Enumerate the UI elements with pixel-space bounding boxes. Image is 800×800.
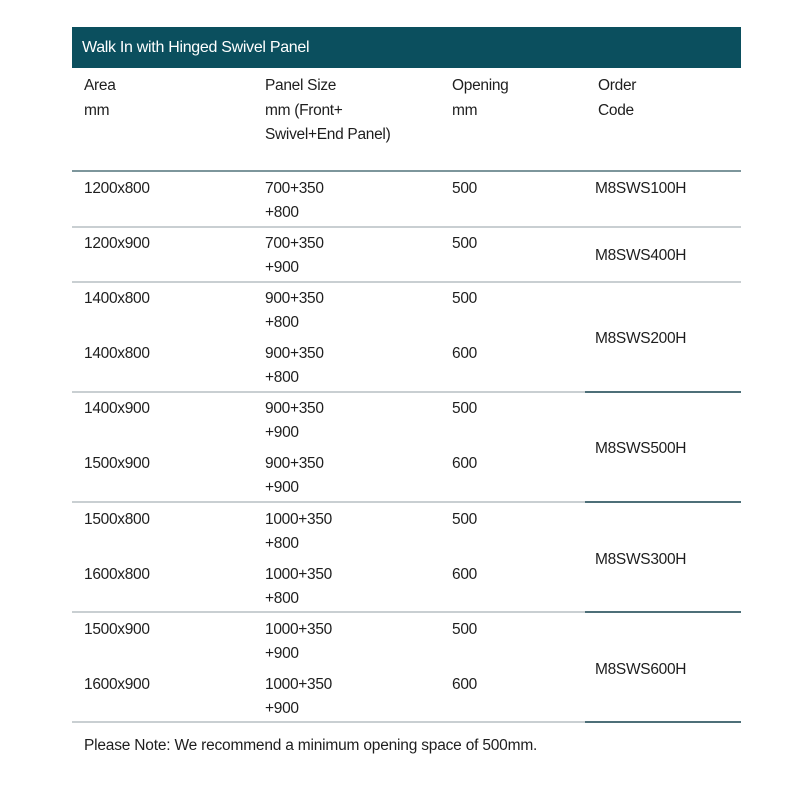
cell-panel-cont: +900 xyxy=(265,259,299,276)
row-divider xyxy=(72,501,585,503)
cell-opening: 600 xyxy=(452,345,477,362)
cell-panel-cont: +800 xyxy=(265,314,299,331)
cell-panel: 1000+350 xyxy=(265,511,332,528)
row-divider xyxy=(72,226,741,228)
row-divider xyxy=(72,391,585,393)
cell-opening: 600 xyxy=(452,566,477,583)
cell-area: 1200x800 xyxy=(84,180,150,197)
cell-area: 1400x800 xyxy=(84,345,150,362)
cell-opening: 500 xyxy=(452,235,477,252)
header-area-unit: mm xyxy=(84,102,110,119)
cell-panel: 900+350 xyxy=(265,290,324,307)
cell-panel-cont: +800 xyxy=(265,590,299,607)
header-opening: Opening xyxy=(452,77,509,94)
cell-order-code: M8SWS100H xyxy=(595,180,687,197)
cell-panel: 1000+350 xyxy=(265,676,332,693)
cell-area: 1500x800 xyxy=(84,511,150,528)
row-divider xyxy=(72,611,585,613)
cell-panel: 700+350 xyxy=(265,180,324,197)
cell-opening: 500 xyxy=(452,180,477,197)
group-divider xyxy=(585,721,741,723)
cell-opening: 500 xyxy=(452,290,477,307)
cell-area: 1200x900 xyxy=(84,235,150,252)
header-opening-unit: mm xyxy=(452,102,478,119)
footnote: Please Note: We recommend a minimum open… xyxy=(84,737,538,754)
cell-area: 1500x900 xyxy=(84,621,150,638)
group-divider xyxy=(585,611,741,613)
group-divider xyxy=(585,391,741,393)
row-divider xyxy=(72,721,585,723)
cell-panel-cont: +800 xyxy=(265,369,299,386)
cell-opening: 600 xyxy=(452,455,477,472)
header-area: Area xyxy=(84,77,116,94)
cell-panel: 1000+350 xyxy=(265,621,332,638)
cell-panel-cont: +900 xyxy=(265,479,299,496)
cell-panel-cont: +900 xyxy=(265,645,299,662)
cell-area: 1400x800 xyxy=(84,290,150,307)
cell-panel-cont: +900 xyxy=(265,424,299,441)
cell-area: 1400x900 xyxy=(84,400,150,417)
cell-panel: 900+350 xyxy=(265,455,324,472)
table-title: Walk In with Hinged Swivel Panel xyxy=(72,27,741,68)
cell-panel: 900+350 xyxy=(265,400,324,417)
cell-opening: 500 xyxy=(452,621,477,638)
header-code: Order xyxy=(598,77,637,94)
cell-panel-cont: +800 xyxy=(265,204,299,221)
cell-panel-cont: +900 xyxy=(265,700,299,717)
cell-order-code: M8SWS500H xyxy=(595,440,687,457)
cell-area: 1500x900 xyxy=(84,455,150,472)
cell-area: 1600x800 xyxy=(84,566,150,583)
cell-area: 1600x900 xyxy=(84,676,150,693)
cell-order-code: M8SWS600H xyxy=(595,661,687,678)
cell-panel: 1000+350 xyxy=(265,566,332,583)
group-divider xyxy=(585,501,741,503)
cell-opening: 600 xyxy=(452,676,477,693)
cell-opening: 500 xyxy=(452,511,477,528)
header-divider xyxy=(72,170,741,172)
cell-opening: 500 xyxy=(452,400,477,417)
cell-panel-cont: +800 xyxy=(265,535,299,552)
cell-order-code: M8SWS300H xyxy=(595,551,687,568)
row-divider xyxy=(72,281,741,283)
cell-panel: 700+350 xyxy=(265,235,324,252)
header-panel-detail: Swivel+End Panel) xyxy=(265,126,391,143)
header-code-2: Code xyxy=(598,102,634,119)
cell-order-code: M8SWS400H xyxy=(595,247,687,264)
header-panel: Panel Size xyxy=(265,77,337,94)
cell-order-code: M8SWS200H xyxy=(595,330,687,347)
cell-panel: 900+350 xyxy=(265,345,324,362)
header-panel-unit: mm (Front+ xyxy=(265,102,343,119)
